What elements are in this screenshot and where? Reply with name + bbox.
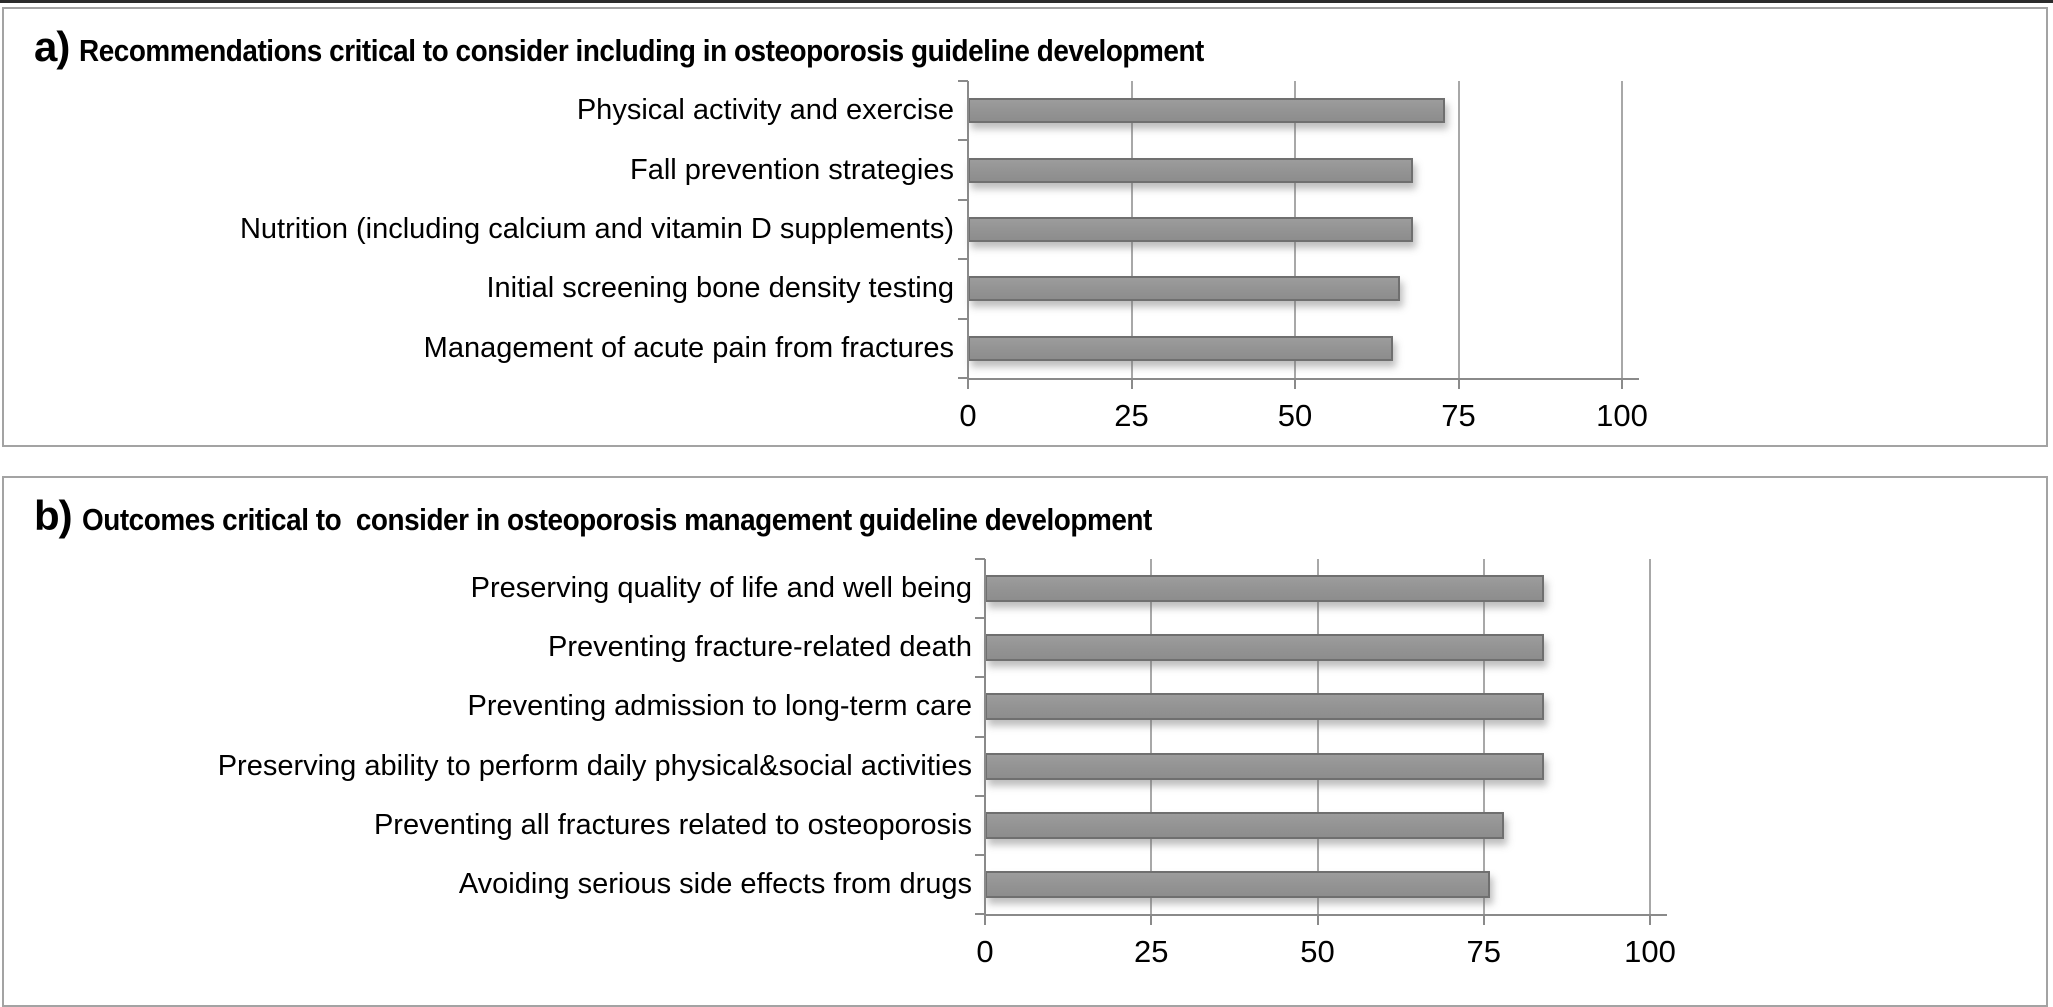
panel-b-title: b) Outcomes critical to consider in oste… xyxy=(34,492,1270,540)
x-tick-label: 100 xyxy=(1596,398,1648,433)
category-label: Avoiding serious side effects from drugs xyxy=(458,867,972,900)
panel-b-label: b) xyxy=(34,492,73,539)
x-tick xyxy=(1457,380,1460,389)
gridline xyxy=(1482,559,1485,914)
chart-b-category-labels: Preserving quality of life and well bein… xyxy=(20,559,972,914)
x-tick-label: 50 xyxy=(1277,398,1313,433)
bar-row xyxy=(985,736,1650,795)
bar-row xyxy=(968,81,1622,140)
x-tick xyxy=(1316,916,1319,925)
panel-a-title-text: Recommendations critical to consider inc… xyxy=(79,33,1205,68)
panel-a: a) Recommendations critical to consider … xyxy=(2,7,2048,447)
gridline xyxy=(1150,559,1153,914)
panel-a-label: a) xyxy=(34,23,70,70)
gridline xyxy=(1649,559,1651,914)
x-tick-label: 25 xyxy=(1134,934,1169,969)
x-tick xyxy=(967,380,969,389)
bar xyxy=(985,634,1544,662)
category-axis-tick xyxy=(958,377,968,379)
x-tick-label: 0 xyxy=(959,398,977,433)
category-axis-tick xyxy=(958,139,968,142)
category-axis-tick xyxy=(975,913,985,915)
panel-a-title: a) Recommendations critical to consider … xyxy=(34,23,1329,71)
bar xyxy=(968,157,1413,183)
chart-b-x-tick-labels: 0 25 50 75 100 xyxy=(976,934,1675,972)
chart-a-bars xyxy=(968,81,1622,378)
x-tick xyxy=(1130,380,1133,389)
category-axis-tick xyxy=(975,853,985,856)
bar-row xyxy=(985,855,1650,914)
bar xyxy=(985,811,1504,839)
chart-a-x-tick-labels: 0 25 50 75 100 xyxy=(959,398,1647,436)
bar-row xyxy=(968,140,1622,199)
x-tick-label: 25 xyxy=(1114,398,1149,433)
category-axis-tick xyxy=(975,558,985,560)
chart-b-bars xyxy=(985,559,1650,914)
bar xyxy=(985,693,1544,721)
panel-b-title-text: Outcomes critical to consider in osteopo… xyxy=(81,502,1152,537)
chart-a-plot-area: 0 25 50 75 100 xyxy=(958,80,1648,431)
category-label: Initial screening bone density testing xyxy=(486,272,954,305)
x-tick-label: 75 xyxy=(1441,398,1476,433)
bar-row xyxy=(968,259,1622,318)
chart-b-y-axis xyxy=(984,559,986,914)
x-tick xyxy=(1482,916,1485,925)
category-axis-tick xyxy=(958,80,968,82)
category-axis-tick xyxy=(958,198,968,201)
category-axis-tick xyxy=(975,617,985,620)
bar-row xyxy=(985,677,1650,736)
x-tick-label: 100 xyxy=(1624,934,1676,969)
bar xyxy=(968,335,1394,361)
category-axis-tick xyxy=(975,794,985,797)
x-tick xyxy=(984,916,986,925)
category-axis-tick xyxy=(958,317,968,320)
category-label: Fall prevention strategies xyxy=(630,153,954,186)
chart-a-x-axis xyxy=(967,378,1639,380)
gridline xyxy=(1457,81,1460,378)
x-tick xyxy=(1150,916,1153,925)
category-label: Preventing all fractures related to oste… xyxy=(373,808,972,841)
category-axis-tick xyxy=(975,676,985,679)
bar-row xyxy=(968,319,1622,378)
x-tick-label: 50 xyxy=(1300,934,1335,969)
bar xyxy=(985,752,1544,780)
category-label: Management of acute pain from fractures xyxy=(423,331,954,364)
category-label: Preserving ability to perform daily phys… xyxy=(217,749,972,782)
chart-a: Physical activity and exercise Fall preve… xyxy=(4,9,2046,445)
chart-a-category-labels: Physical activity and exercise Fall preve… xyxy=(20,81,954,378)
bar xyxy=(968,216,1413,242)
bar xyxy=(968,98,1446,124)
x-tick xyxy=(1294,380,1296,389)
x-tick-label: 75 xyxy=(1466,934,1501,969)
chart-b-plot-area: 0 25 50 75 100 xyxy=(975,558,1676,967)
chart-a-y-axis xyxy=(967,81,969,378)
chart-b-x-axis xyxy=(984,914,1667,916)
category-label: Preserving quality of life and well bein… xyxy=(470,572,972,605)
bar-row xyxy=(985,618,1650,677)
category-axis-tick xyxy=(958,258,968,261)
bar xyxy=(985,575,1544,603)
bar-row xyxy=(968,200,1622,259)
x-tick-label: 0 xyxy=(976,934,994,969)
x-tick xyxy=(1649,916,1651,925)
bar-row xyxy=(985,559,1650,618)
bar xyxy=(968,276,1400,302)
bar xyxy=(985,870,1491,898)
x-tick xyxy=(1621,380,1623,389)
gridline xyxy=(1316,559,1319,914)
category-label: Preventing admission to long-term care xyxy=(467,690,972,723)
category-label: Preventing fracture-related death xyxy=(548,631,972,664)
category-axis-tick xyxy=(975,735,985,738)
bar-row xyxy=(985,796,1650,855)
chart-b: Preserving quality of life and well bein… xyxy=(4,478,2046,1005)
gridline xyxy=(1621,81,1623,378)
panel-b: b) Outcomes critical to consider in oste… xyxy=(2,476,2048,1007)
category-label: Physical activity and exercise xyxy=(576,94,954,127)
category-label: Nutrition (including calcium and vitamin… xyxy=(239,212,954,245)
